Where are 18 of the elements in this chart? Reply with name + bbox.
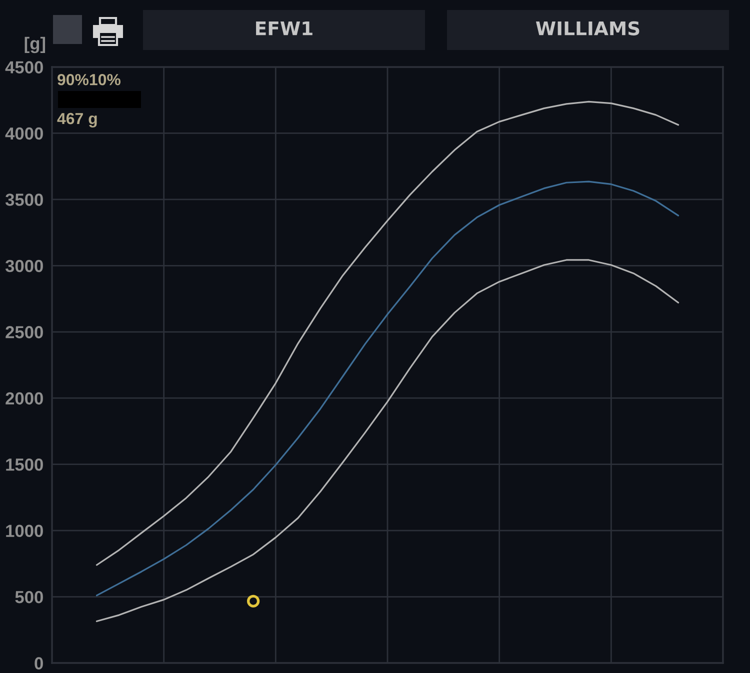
- y-tick-label: 4500: [5, 61, 43, 74]
- y-tick-label: 500: [15, 590, 43, 604]
- annotation: 90%10%: [58, 74, 121, 86]
- y-axis-title: [g]: [24, 36, 46, 54]
- y-tick-label: 1000: [6, 524, 43, 538]
- y-tick-label: 4000: [5, 127, 43, 140]
- y-tick-label: 1500: [6, 458, 43, 471]
- chart-subtitle: WILLIAMS: [536, 21, 640, 36]
- annotation: 467 g: [57, 112, 97, 128]
- chart-title: EFW1: [256, 22, 312, 36]
- y-tick-label: 3000: [5, 260, 43, 272]
- y-tick-label: 2000: [6, 392, 43, 405]
- line-series: [96, 259, 680, 622]
- line-series: [96, 100, 680, 566]
- line-series: [96, 180, 680, 596]
- y-tick-label: 3500: [5, 194, 43, 206]
- y-tick-label: 0: [34, 657, 43, 670]
- y-tick-label: 2500: [6, 326, 43, 338]
